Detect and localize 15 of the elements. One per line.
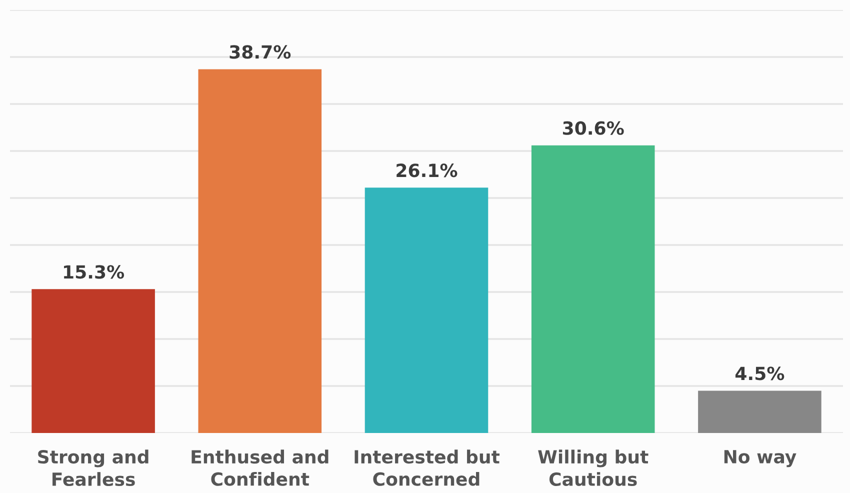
data-label: 30.6% bbox=[562, 121, 624, 135]
bar bbox=[364, 188, 488, 433]
data-label: 4.5% bbox=[735, 366, 784, 380]
x-tick-label: Willing but Cautious bbox=[538, 450, 648, 486]
x-tick-label: No way bbox=[724, 450, 796, 468]
x-tick-label: Interested but Concerned bbox=[354, 450, 500, 486]
x-tick-label: Enthused and Confident bbox=[192, 450, 328, 486]
x-tick-label: Strong and Fearless bbox=[38, 450, 148, 486]
bar bbox=[531, 145, 655, 433]
data-label: 26.1% bbox=[396, 164, 458, 178]
data-label: 15.3% bbox=[64, 265, 124, 279]
bar bbox=[32, 289, 155, 433]
data-label: 38.7% bbox=[230, 45, 291, 59]
bar bbox=[698, 390, 822, 433]
bar bbox=[198, 69, 322, 433]
